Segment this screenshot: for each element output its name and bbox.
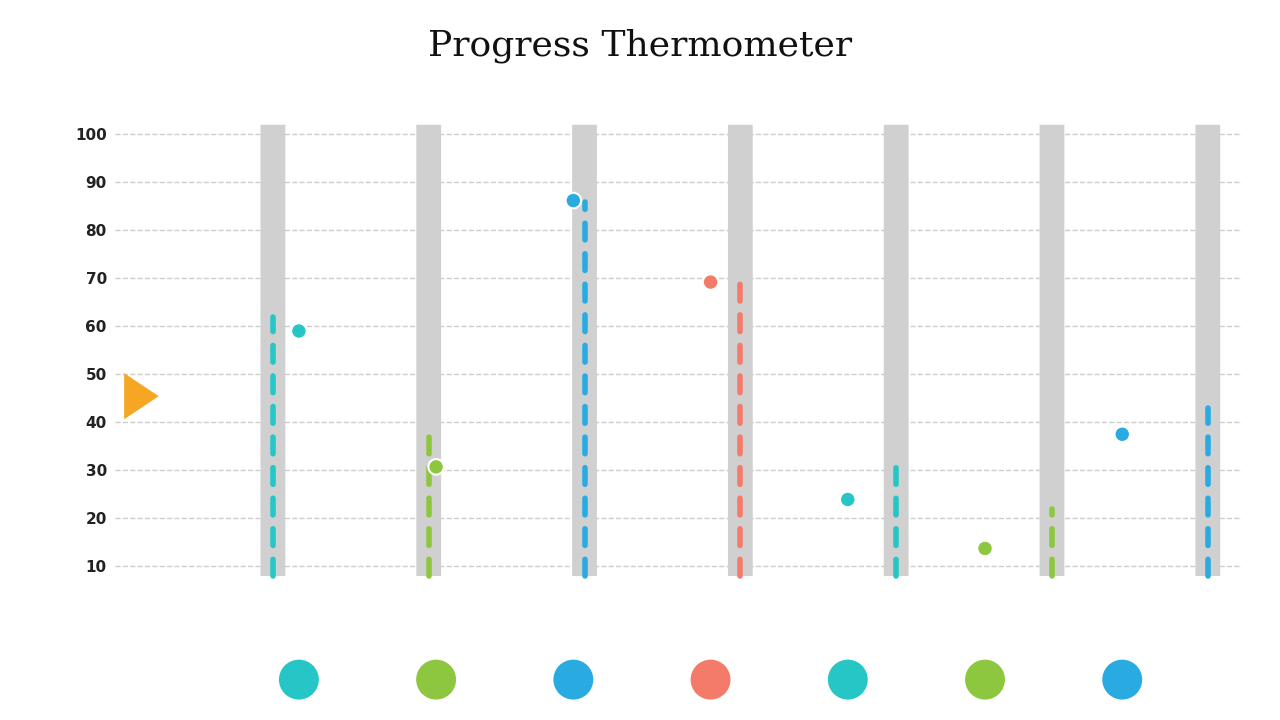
Text: 2022: 2022 — [413, 670, 460, 688]
FancyBboxPatch shape — [261, 125, 285, 576]
Text: 2024: 2024 — [687, 670, 733, 688]
FancyBboxPatch shape — [883, 125, 909, 576]
Text: 2026: 2026 — [961, 670, 1009, 688]
Text: 2027: 2027 — [1100, 670, 1146, 688]
Text: Progress Thermometer: Progress Thermometer — [428, 29, 852, 63]
Text: 2023: 2023 — [550, 670, 596, 688]
FancyBboxPatch shape — [416, 125, 442, 576]
FancyBboxPatch shape — [1196, 125, 1220, 576]
FancyBboxPatch shape — [1039, 125, 1065, 576]
FancyBboxPatch shape — [572, 125, 596, 576]
Text: 2025: 2025 — [824, 670, 870, 688]
FancyBboxPatch shape — [728, 125, 753, 576]
Text: 2021: 2021 — [275, 670, 323, 688]
